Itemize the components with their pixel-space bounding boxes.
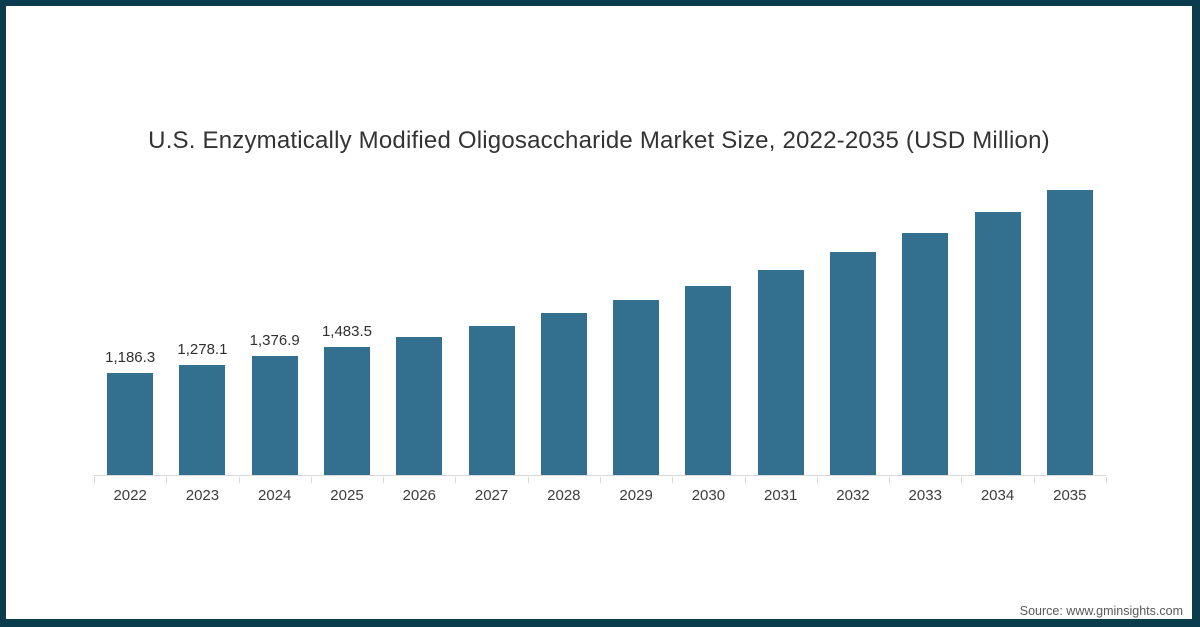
axis-tick [672, 477, 674, 483]
x-axis-label: 2032 [836, 487, 870, 504]
bar [540, 313, 587, 475]
bar-value-label: 1,483.5 [321, 323, 372, 340]
bar-group: 1,186.3 [94, 173, 166, 475]
x-axis-label: 2025 [330, 487, 364, 504]
bar [685, 285, 732, 475]
bar [107, 372, 154, 475]
bar [323, 347, 370, 475]
bar [757, 269, 804, 475]
bar-group [1034, 173, 1106, 475]
x-axis-label: 2024 [258, 487, 292, 504]
x-axis-label: 2034 [980, 487, 1015, 504]
bar [396, 336, 443, 475]
x-axis-label: 2023 [185, 487, 220, 504]
axis-tick [166, 477, 168, 483]
bar [468, 325, 515, 475]
bar-value-label: 1,376.9 [249, 332, 300, 350]
bar [251, 356, 298, 475]
chart-title: U.S. Enzymatically Modified Oligosacchar… [148, 127, 1050, 154]
bar-value-label: 1,186.3 [105, 348, 156, 366]
x-axis-label: 2035 [1053, 487, 1087, 504]
bar-group [383, 173, 455, 475]
axis-tick [961, 477, 963, 483]
bar-group: 1,483.5 [311, 173, 383, 475]
x-axis-labels-row: 2022 2023 2024 2025 2026 2027 2028 2029 2030 2031… [94, 487, 1106, 504]
source-credit: Source: www.gminsights.com [1019, 604, 1183, 618]
bar-group [528, 173, 600, 475]
x-axis-label: 2031 [763, 487, 798, 504]
bar [974, 211, 1021, 475]
x-axis-ticks [94, 477, 1107, 483]
bar [179, 364, 226, 475]
axis-tick [1033, 477, 1035, 483]
bar-group [889, 173, 961, 475]
bar-group: 1,278.1 [166, 173, 238, 475]
bar [902, 232, 949, 475]
bar [613, 300, 660, 475]
x-axis-label: 2027 [474, 487, 509, 504]
axis-tick [744, 477, 746, 483]
bar-value-label: 1,278.1 [177, 340, 228, 358]
axis-tick [310, 477, 312, 483]
axis-tick [527, 477, 529, 483]
axis-tick [238, 477, 240, 483]
axis-tick [383, 477, 385, 483]
bar [1046, 190, 1093, 475]
axis-tick [1106, 477, 1107, 483]
x-axis-label: 2029 [619, 487, 653, 504]
x-axis-label: 2030 [691, 487, 726, 504]
bar-group [961, 173, 1033, 475]
bar-group: 1,376.9 [239, 173, 311, 475]
axis-tick [889, 477, 891, 483]
axis-tick [94, 477, 95, 483]
x-axis-label: 2028 [547, 487, 581, 504]
bar-group [600, 173, 672, 475]
plot-area: 1,186.3 1,278.1 1,376.9 1,483.5 [94, 173, 1106, 476]
axis-tick [816, 477, 818, 483]
bar-group [672, 173, 744, 475]
bar-group [455, 173, 527, 475]
x-axis-label: 2022 [113, 487, 147, 504]
axis-tick [455, 477, 457, 483]
axis-tick [600, 477, 601, 483]
bar-group [745, 173, 817, 475]
bar [829, 251, 876, 475]
x-axis-label: 2026 [402, 487, 436, 504]
bar-group [817, 173, 889, 475]
x-axis-label: 2033 [908, 487, 942, 504]
